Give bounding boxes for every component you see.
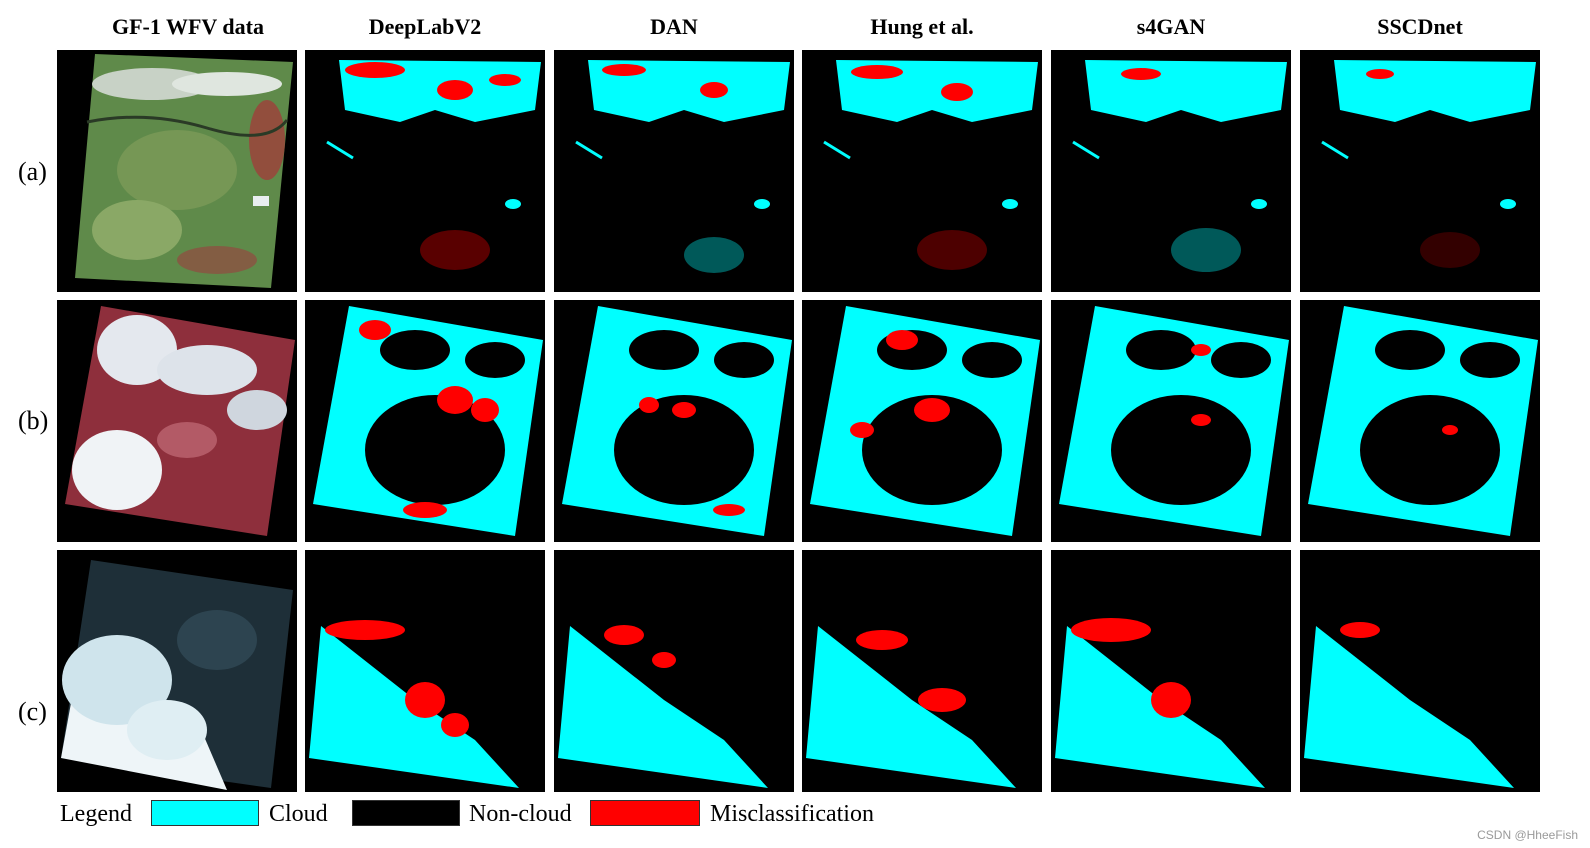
- panel-a-sscdnet: [1300, 50, 1540, 292]
- cloud-mask-a-s4gan: [1072, 60, 1287, 272]
- cloud-mask-b-hung: [810, 306, 1040, 536]
- legend-swatch-cloud: [151, 800, 259, 826]
- column-header-dan: DAN: [650, 14, 698, 39]
- panel-c-source-image: [57, 550, 297, 792]
- panel-a-s4gan: [1051, 50, 1291, 292]
- panel-a-hung: [802, 50, 1042, 292]
- cloud-mask-a-sscdnet: [1321, 60, 1536, 268]
- column-header-sscdnet: SSCDnet: [1377, 14, 1463, 39]
- panel-b-s4gan: [1051, 300, 1291, 542]
- satellite-image-b: [65, 306, 295, 536]
- satellite-image-c: [61, 560, 293, 790]
- legend-swatch-misclassification: [590, 800, 700, 826]
- panel-b-hung: [802, 300, 1042, 542]
- satellite-image-a: [75, 54, 293, 288]
- panel-a-source-image: [57, 50, 297, 292]
- cloud-mask-a-dan: [575, 60, 790, 273]
- legend-label-misclassification: Misclassification: [710, 801, 874, 827]
- panel-b-dan: [554, 300, 794, 542]
- legend-swatch-non-cloud: [352, 800, 460, 826]
- cloud-mask-b-dan: [562, 306, 792, 536]
- panel-c-hung: [802, 550, 1042, 792]
- legend-title: Legend: [60, 801, 132, 827]
- panel-b-sscdnet: [1300, 300, 1540, 542]
- panel-a-deeplabv2: [305, 50, 545, 292]
- cloud-mask-a-deeplabv2: [326, 60, 541, 270]
- watermark: CSDN @HheeFish: [1477, 828, 1578, 842]
- row-label-c: (c): [18, 697, 47, 726]
- cloud-mask-c-deeplabv2: [309, 560, 541, 788]
- row-label-a: (a): [18, 157, 47, 186]
- cloud-mask-c-s4gan: [1055, 560, 1287, 788]
- row-label-b: (b): [18, 406, 49, 435]
- cloud-mask-b-deeplabv2: [313, 306, 543, 536]
- cloud-mask-c-sscdnet: [1304, 560, 1536, 788]
- panel-b-deeplabv2: [305, 300, 545, 542]
- legend-label-cloud: Cloud: [269, 801, 328, 827]
- cloud-mask-c-hung: [806, 560, 1038, 788]
- column-header-source: GF-1 WFV data: [112, 14, 264, 39]
- column-header-hung: Hung et al.: [870, 14, 974, 39]
- cloud-mask-b-sscdnet: [1308, 306, 1538, 536]
- cloud-mask-a-hung: [823, 60, 1038, 270]
- column-header-deeplabv2: DeepLabV2: [368, 14, 482, 39]
- panel-b-source-image: [57, 300, 297, 542]
- legend-label-non-cloud: Non-cloud: [469, 801, 572, 827]
- panel-a-dan: [554, 50, 794, 292]
- panel-c-dan: [554, 550, 794, 792]
- panel-c-sscdnet: [1300, 550, 1540, 792]
- column-header-s4gan: s4GAN: [1136, 14, 1206, 39]
- cloud-mask-b-s4gan: [1059, 306, 1289, 536]
- panel-c-deeplabv2: [305, 550, 545, 792]
- panel-c-s4gan: [1051, 550, 1291, 792]
- cloud-mask-c-dan: [558, 560, 790, 788]
